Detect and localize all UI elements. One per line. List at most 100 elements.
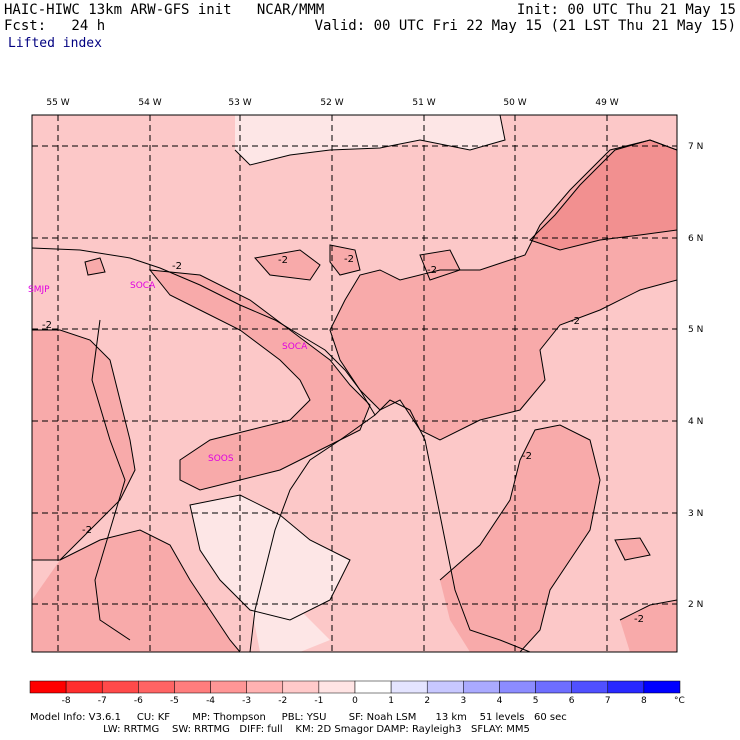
station-soca-2: SOCA (282, 342, 308, 352)
colorbar-swatch (426, 680, 464, 694)
contour-patch-n3 (419, 249, 461, 281)
coastline (32, 247, 426, 441)
colorbar-swatch (390, 680, 428, 694)
model-title: HAIC-HIWC 13km ARW-GFS init NCAR/MMM (4, 2, 325, 18)
medium-region-southeast (440, 425, 600, 652)
header-left: HAIC-HIWC 13km ARW-GFS init NCAR/MMM Fcs… (4, 2, 324, 34)
map-frame (31, 114, 678, 653)
contour-patch-n1 (254, 249, 321, 281)
colorbar-tick-label: 8 (641, 696, 647, 706)
colorbar-swatch (643, 680, 681, 694)
colorbar-swatch (499, 680, 536, 694)
lat-label-2n: 2 N (688, 600, 703, 610)
contour-label: -2 (427, 265, 437, 276)
contour-patch-n2 (329, 244, 361, 276)
colorbar-tick-label: 0 (352, 696, 358, 706)
colorbar-tick-label: -1 (314, 696, 323, 706)
lifted-index-fill (32, 115, 677, 652)
colorbar-swatch (282, 680, 320, 694)
station-smjp: SMJP (28, 285, 50, 295)
colorbar-swatch (463, 680, 500, 694)
lon-label-54w: 54 W (138, 98, 161, 108)
colorbar-tick-label: -4 (206, 696, 215, 706)
model-info-line1: Model Info: V3.6.1 CU: KF MP: Thompson P… (30, 712, 567, 723)
lat-label-6n: 6 N (688, 234, 703, 244)
medium-region-coast (150, 270, 370, 490)
contour-label: -2 (82, 525, 92, 536)
colorbar-tick-label: 4 (497, 696, 503, 706)
latitude-labels: 7 N 6 N 5 N 4 N 3 N 2 N (688, 142, 703, 610)
contour-label: -2 (634, 614, 644, 625)
colorbar-tick-label: -3 (242, 696, 251, 706)
lon-label-50w: 50 W (503, 98, 526, 108)
colorbar-unit: °C (674, 696, 685, 706)
colorbar-swatch (571, 680, 609, 694)
border-west (91, 319, 131, 641)
colorbar-swatch (607, 680, 645, 694)
border-mid (249, 414, 376, 652)
colorbar-swatch (65, 680, 103, 694)
colorbar-swatch (318, 680, 356, 694)
lightest-patch-south2 (250, 600, 330, 652)
contour-coast (148, 269, 371, 491)
dark-region-east (530, 140, 677, 250)
lon-label-52w: 52 W (320, 98, 343, 108)
colorbar-tick-label: 2 (424, 696, 430, 706)
colorbar-tick-label: 1 (388, 696, 394, 706)
contour-label: -2 (172, 261, 182, 272)
station-soca-1: SOCA (130, 281, 156, 291)
colorbar-swatch (101, 680, 139, 694)
medium-patch-n4 (85, 258, 105, 275)
lat-label-4n: 4 N (688, 417, 703, 427)
colorbar-tick-label: -2 (278, 696, 287, 706)
lightest-patch-north (235, 115, 505, 165)
colorbar-swatch (138, 680, 175, 694)
contour-lines (32, 115, 677, 652)
colorbar-swatch (246, 680, 284, 694)
contour-far-se (619, 599, 677, 621)
medium-patch-n1 (255, 250, 320, 280)
border-east (424, 439, 531, 652)
medium-patch-se2 (615, 538, 650, 560)
lon-label-55w: 55 W (46, 98, 69, 108)
colorbar-tick-label: 6 (569, 696, 575, 706)
contour-patch-n4 (84, 257, 106, 276)
colorbar-swatch (210, 680, 247, 694)
contour-lightest-s (189, 494, 351, 621)
field-name: Lifted index (8, 36, 102, 51)
colorbar: -8 -7 -6 -5 -4 -3 -2 -1 0 1 2 3 4 5 6 7 8 (29, 680, 681, 706)
contour-label: -2 (522, 451, 532, 462)
contour-west (32, 329, 136, 561)
lon-label-49w: 49 W (595, 98, 618, 108)
model-info-line2: LW: RRTMG SW: RRTMG DIFF: full KM: 2D Sm… (30, 724, 530, 735)
station-soos: SOOS (208, 454, 234, 464)
colorbar-swatch (535, 680, 572, 694)
colorbar-swatch (354, 680, 392, 694)
lightest-patch-south (190, 495, 350, 620)
lon-label-51w: 51 W (412, 98, 435, 108)
contour-label: -2 (42, 320, 52, 331)
medium-patch-n2 (330, 245, 360, 275)
lat-label-3n: 3 N (688, 509, 703, 519)
lat-label-5n: 5 N (688, 325, 703, 335)
medium-region-south (32, 530, 240, 652)
contour-label: -2 (570, 316, 580, 327)
colorbar-tick-label: 7 (605, 696, 611, 706)
colorbar-swatch (174, 680, 211, 694)
colorbar-tick-label: -5 (170, 696, 179, 706)
lon-label-53w: 53 W (228, 98, 251, 108)
contour-south (59, 529, 241, 652)
forecast-hour: Fcst: 24 h (4, 18, 106, 34)
colorbar-tick-label: -7 (98, 696, 107, 706)
graticule (32, 115, 677, 652)
contour-label: -2 (344, 254, 354, 265)
colorbar-swatch (29, 680, 67, 694)
longitude-labels: 55 W 54 W 53 W 52 W 51 W 50 W 49 W (46, 98, 618, 108)
boundaries (32, 247, 531, 652)
colorbar-tick-label: -6 (134, 696, 143, 706)
colorbar-tick-label: -8 (62, 696, 71, 706)
header-right: Init: 00 UTC Thu 21 May 15 Valid: 00 UTC… (315, 2, 736, 34)
contour-labels: -2 -2 -2 -2 -2 -2 -2 -2 -2 (42, 254, 644, 625)
colorbar-tick-label: 3 (460, 696, 466, 706)
